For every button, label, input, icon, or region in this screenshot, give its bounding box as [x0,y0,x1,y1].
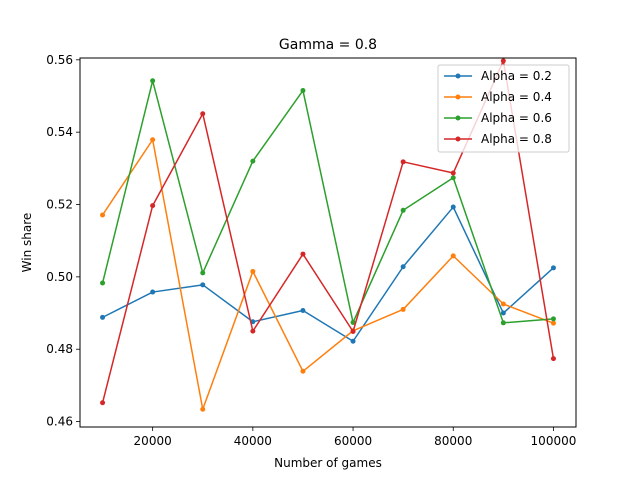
data-point [300,368,306,374]
data-point [350,338,356,344]
data-point [350,319,356,325]
data-point [350,328,356,334]
data-point [200,111,206,117]
data-point [250,268,256,274]
x-tick-label: 20000 [134,434,172,448]
data-point [500,58,506,64]
y-tick-label: 0.54 [46,125,73,139]
legend: Alpha = 0.2 Alpha = 0.4 Alpha = 0.6 Alpha =… [437,64,570,153]
data-point [550,356,556,362]
plot-frame [79,57,577,428]
data-point [400,207,406,213]
data-point [150,289,156,295]
data-point [450,253,456,259]
data-point [500,301,506,307]
x-tick-label: 100000 [531,434,577,448]
data-point [100,212,106,218]
series-line-1 [102,206,554,343]
series-line-3 [101,80,554,324]
legend-label: Alpha = 0.4 [481,90,552,104]
data-point [400,306,406,312]
data-point [250,328,256,334]
x-tick-label: 80000 [434,434,472,448]
legend-marker [455,115,461,121]
data-point [100,280,106,286]
data-point [250,158,256,164]
legend-label: Alpha = 0.2 [481,69,552,83]
y-tick-label: 0.56 [46,53,73,67]
y-tick-label: 0.52 [46,198,73,212]
legend-marker [455,94,461,100]
data-point [450,170,456,176]
data-point [100,314,106,320]
y-axis-label: Win share [20,213,34,273]
legend-marker [455,73,461,79]
legend-box [437,64,570,153]
y-tick-label: 0.48 [46,342,73,356]
data-point [200,282,206,288]
chart-title: Gamma = 0.8 [279,37,377,53]
data-point [300,251,306,257]
x-axis: 20000 40000 60000 80000 100000 [134,427,577,448]
x-tick-label: 40000 [234,434,272,448]
data-point [550,320,556,326]
x-axis-label: Number of games [274,456,382,470]
data-point [500,320,506,326]
data-point [550,316,556,322]
data-point [150,203,156,209]
legend-label: Alpha = 0.6 [481,111,552,125]
data-point [500,310,506,316]
data-point [150,137,156,143]
data-point [150,78,156,84]
data-point [300,88,306,94]
data-point [100,400,106,406]
x-tick-label: 60000 [334,434,372,448]
legend-label: Alpha = 0.8 [481,132,552,146]
data-point [200,406,206,412]
data-point [400,159,406,165]
data-point [550,265,556,271]
y-tick-label: 0.50 [46,270,73,284]
data-point [450,175,456,181]
data-point [450,204,456,210]
data-point [200,270,206,276]
legend-marker [455,136,461,142]
y-tick-label: 0.46 [46,415,73,429]
data-point [400,264,406,270]
data-point [300,308,306,314]
series-line-2 [101,139,554,411]
y-axis: 0.46 0.48 0.50 0.52 0.54 0.56 [46,53,80,429]
